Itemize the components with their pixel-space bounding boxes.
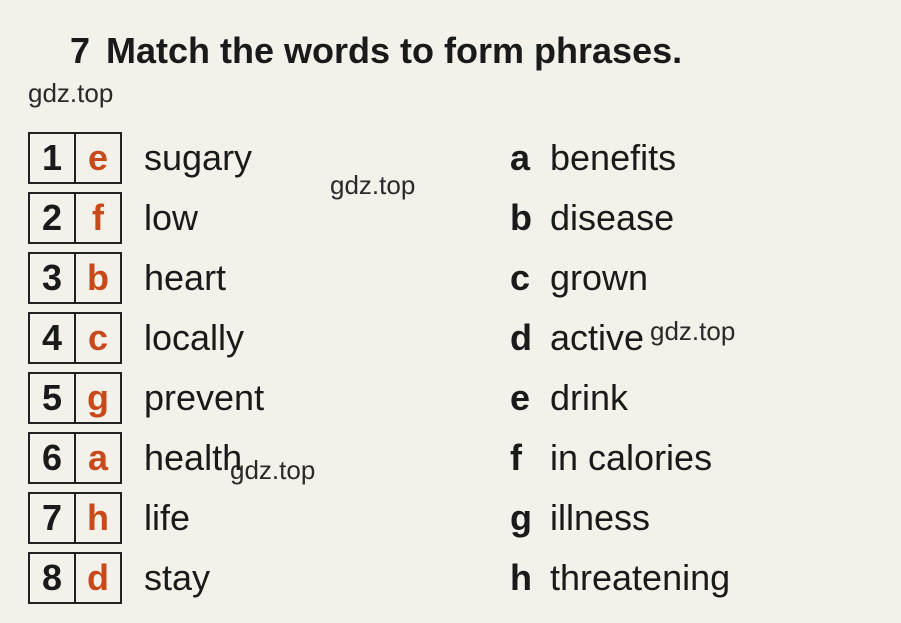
row-number-box: 5 xyxy=(28,372,76,424)
row-number-box: 7 xyxy=(28,492,76,544)
match-row: 2 f low xyxy=(28,188,264,248)
left-word: stay xyxy=(144,557,210,599)
left-word: heart xyxy=(144,257,226,299)
option-row: d active xyxy=(510,308,730,368)
answer-box[interactable]: g xyxy=(74,372,122,424)
left-word: locally xyxy=(144,317,244,359)
answer-box[interactable]: h xyxy=(74,492,122,544)
row-number-box: 4 xyxy=(28,312,76,364)
row-number-box: 6 xyxy=(28,432,76,484)
option-row: h threatening xyxy=(510,548,730,608)
option-row: f in calories xyxy=(510,428,730,488)
exercise-number: 7 xyxy=(70,30,90,71)
option-row: e drink xyxy=(510,368,730,428)
row-number-box: 8 xyxy=(28,552,76,604)
option-letter: a xyxy=(510,137,550,179)
answer-box[interactable]: a xyxy=(74,432,122,484)
left-word: life xyxy=(144,497,190,539)
option-letter: c xyxy=(510,257,550,299)
exercise-title: 7 Match the words to form phrases. xyxy=(70,30,682,72)
option-word: active xyxy=(550,317,644,359)
option-row: a benefits xyxy=(510,128,730,188)
answer-box[interactable]: d xyxy=(74,552,122,604)
match-row: 7 h life xyxy=(28,488,264,548)
row-number-box: 1 xyxy=(28,132,76,184)
option-row: c grown xyxy=(510,248,730,308)
left-column: 1 e sugary 2 f low 3 b heart 4 c locally… xyxy=(28,128,264,608)
left-word: health xyxy=(144,437,242,479)
option-row: g illness xyxy=(510,488,730,548)
option-word: illness xyxy=(550,497,650,539)
option-letter: e xyxy=(510,377,550,419)
answer-box[interactable]: b xyxy=(74,252,122,304)
match-row: 5 g prevent xyxy=(28,368,264,428)
option-letter: f xyxy=(510,437,550,479)
option-word: grown xyxy=(550,257,648,299)
row-number-box: 2 xyxy=(28,192,76,244)
row-number-box: 3 xyxy=(28,252,76,304)
match-row: 1 e sugary xyxy=(28,128,264,188)
left-word: prevent xyxy=(144,377,264,419)
option-letter: b xyxy=(510,197,550,239)
match-row: 8 d stay xyxy=(28,548,264,608)
exercise-instruction: Match the words to form phrases. xyxy=(106,30,682,71)
option-word: disease xyxy=(550,197,674,239)
option-row: b disease xyxy=(510,188,730,248)
option-word: benefits xyxy=(550,137,676,179)
answer-box[interactable]: c xyxy=(74,312,122,364)
option-letter: d xyxy=(510,317,550,359)
answer-box[interactable]: e xyxy=(74,132,122,184)
match-row: 4 c locally xyxy=(28,308,264,368)
match-row: 3 b heart xyxy=(28,248,264,308)
right-column: a benefits b disease c grown d active e … xyxy=(510,128,730,608)
option-word: threatening xyxy=(550,557,730,599)
match-row: 6 a health xyxy=(28,428,264,488)
watermark: gdz.top xyxy=(330,170,415,201)
left-word: low xyxy=(144,197,198,239)
watermark: gdz.top xyxy=(28,78,113,109)
option-letter: h xyxy=(510,557,550,599)
answer-box[interactable]: f xyxy=(74,192,122,244)
left-word: sugary xyxy=(144,137,252,179)
option-word: in calories xyxy=(550,437,712,479)
option-letter: g xyxy=(510,497,550,539)
option-word: drink xyxy=(550,377,628,419)
